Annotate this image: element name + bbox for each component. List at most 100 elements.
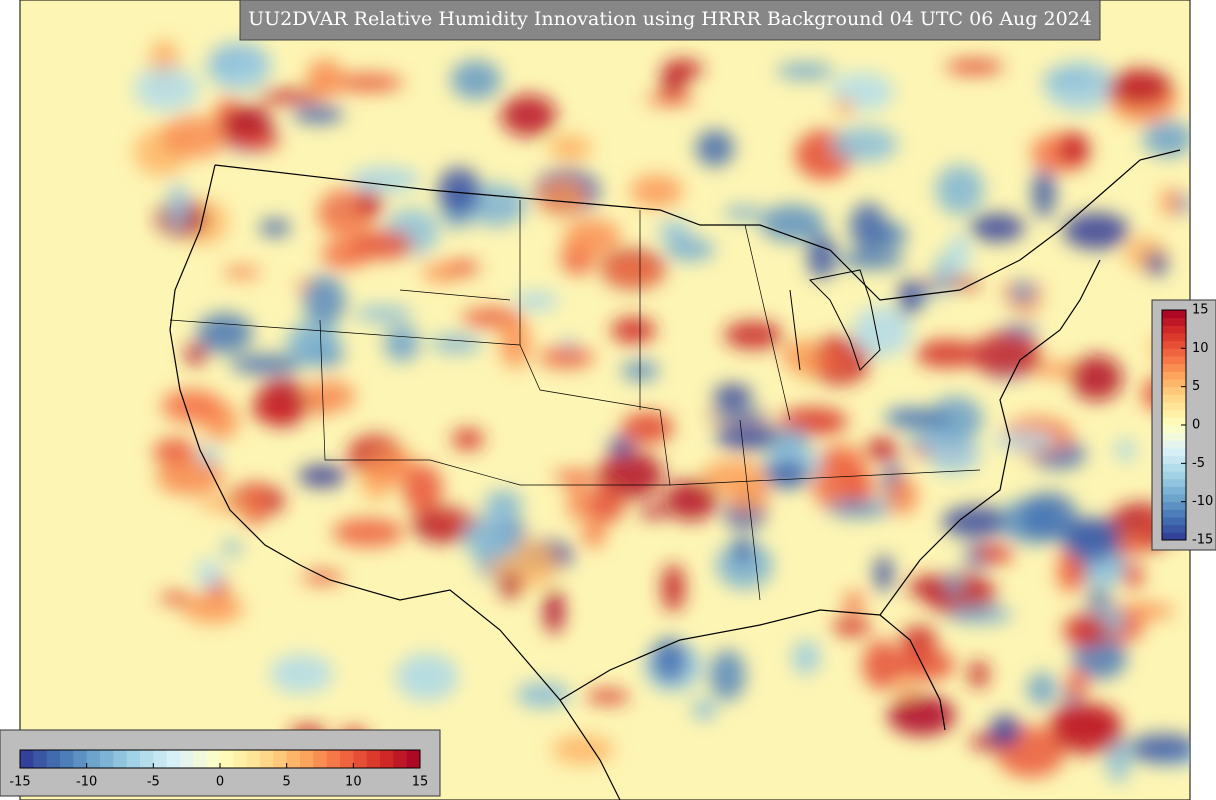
colorbar-tick-label: 10 (1192, 341, 1209, 356)
humidity-blob (723, 206, 765, 220)
humidity-blob (874, 555, 893, 592)
humidity-blob (538, 346, 595, 369)
colorbar-cell (1162, 501, 1186, 510)
colorbar-tick-label: -15 (1192, 533, 1213, 548)
colorbar-cell (1162, 379, 1186, 388)
humidity-blob (839, 250, 905, 270)
humidity-blob (230, 354, 302, 375)
humidity-blob (760, 204, 825, 242)
humidity-blob (709, 408, 768, 422)
humidity-blob (792, 337, 818, 381)
coastline (169, 164, 621, 800)
humidity-blob (941, 505, 1010, 538)
title-box (239, 0, 1101, 41)
humidity-blob (430, 334, 482, 353)
colorbar-cell (1162, 509, 1186, 518)
humidity-blob (332, 73, 404, 92)
colorbar-cell (1162, 348, 1186, 357)
state-line (399, 200, 981, 601)
humidity-blob (658, 220, 692, 243)
colorbar-cell (393, 750, 408, 768)
humidity-blob (366, 448, 417, 486)
humidity-blob (488, 506, 516, 524)
colorbar-cell (1162, 478, 1186, 487)
colorbar-cell (260, 750, 274, 768)
humidity-blob (608, 436, 635, 456)
humidity-blob (352, 229, 414, 260)
humidity-blob (159, 592, 192, 605)
colorbar-cell (313, 750, 328, 768)
humidity-blob (536, 177, 588, 217)
humidity-blob (895, 680, 917, 697)
humidity-blob (395, 653, 459, 701)
humidity-blob (514, 291, 559, 311)
humidity-blob (1115, 438, 1136, 462)
humidity-blob (222, 266, 261, 279)
humidity-blob (1108, 68, 1172, 106)
humidity-blob (585, 689, 630, 704)
colorbar-tick-label: 15 (1192, 303, 1209, 318)
humidity-blob (969, 213, 1025, 242)
colorbar-tick-label: 15 (412, 775, 429, 790)
humidity-blob (611, 316, 656, 344)
colorbar-cell (153, 750, 168, 768)
humidity-blob (1044, 60, 1116, 112)
border-line (214, 149, 1181, 301)
humidity-blob (206, 42, 272, 92)
humidity-blob (259, 218, 291, 237)
colorbar-cell (220, 750, 234, 768)
coastline (559, 609, 946, 731)
humidity-blob (1070, 355, 1123, 401)
humidity-blob (661, 563, 686, 613)
humidity-blob (926, 432, 980, 475)
humidity-blob (298, 464, 346, 488)
humidity-blob (807, 233, 837, 280)
colorbar-cell (100, 750, 114, 768)
humidity-blob (835, 97, 854, 117)
humidity-blob (185, 343, 207, 365)
humidity-blob (563, 218, 622, 257)
humidity-blob (332, 517, 405, 547)
colorbar-cell (1162, 409, 1186, 418)
colorbar-cell (1162, 455, 1186, 464)
humidity-blob (664, 479, 719, 521)
humidity-blob (552, 470, 600, 483)
colorbar-cell (233, 750, 248, 768)
humidity-blob (733, 535, 753, 564)
colorbar-cell (1162, 325, 1186, 334)
humidity-blob (844, 591, 864, 613)
humidity-blob (972, 545, 1014, 564)
colorbar-tick-label: -5 (147, 775, 160, 790)
colorbar-cell (1162, 363, 1186, 372)
humidity-blob (1041, 72, 1099, 85)
humidity-field (133, 39, 1190, 783)
colorbar-cell (1162, 440, 1186, 449)
humidity-blob (651, 638, 688, 683)
humidity-blob (691, 699, 717, 720)
humidity-blob (548, 134, 592, 162)
humidity-blob (567, 476, 586, 523)
humidity-blob (1142, 120, 1190, 157)
humidity-blob (729, 497, 769, 511)
colorbar-cell (353, 750, 368, 768)
colorbar-tick-label: -5 (1192, 456, 1205, 471)
humidity-blob (792, 640, 820, 675)
colorbar-cell (60, 750, 74, 768)
colorbar-cell (33, 750, 48, 768)
colorbar-cell (140, 750, 154, 768)
humidity-blob (269, 654, 334, 694)
humidity-blob (1062, 517, 1121, 563)
humidity-blob (256, 89, 322, 104)
humidity-blob (195, 558, 223, 589)
humidity-blob (355, 188, 384, 218)
humidity-blob (1094, 554, 1115, 591)
colorbar-cell (366, 750, 381, 768)
colorbar-cell (1162, 333, 1186, 342)
humidity-blob (849, 202, 887, 251)
colorbar-tick-label: 5 (1192, 379, 1200, 394)
humidity-blob (928, 396, 983, 442)
colorbar-cell (1162, 402, 1186, 411)
colorbar-tick-label: -15 (9, 775, 30, 790)
humidity-blob (862, 640, 902, 690)
humidity-blob (1066, 555, 1086, 587)
